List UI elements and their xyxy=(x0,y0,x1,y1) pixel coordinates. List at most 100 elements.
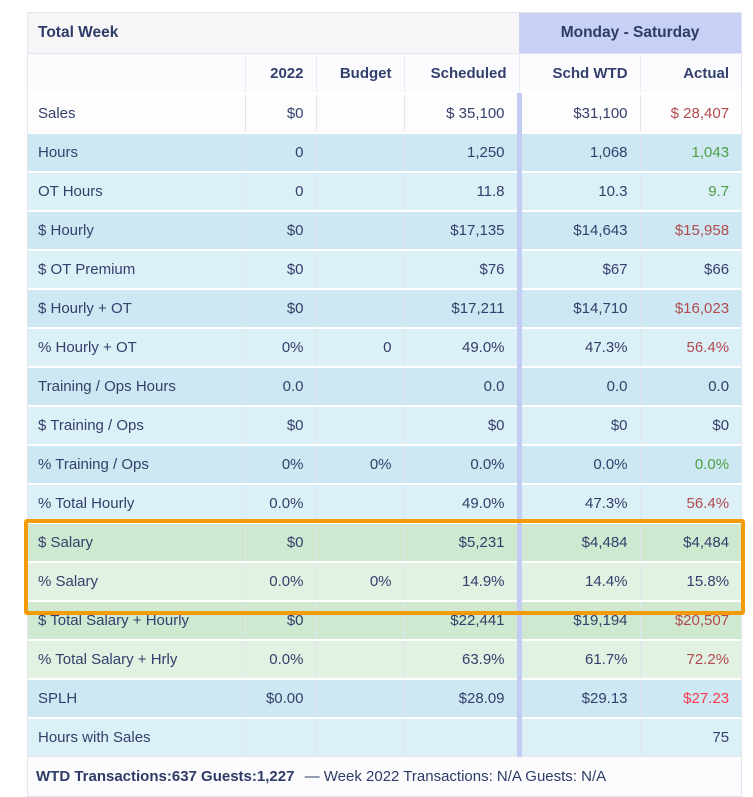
cell-2022: $0 xyxy=(244,522,316,562)
cell-label: Hours with Sales xyxy=(28,717,245,757)
cell-scheduled: $17,135 xyxy=(403,210,520,250)
cell-2022: $0 xyxy=(244,600,316,640)
cell-schd-wtd: 1,068 xyxy=(516,132,641,172)
cell-2022: 0.0% xyxy=(244,639,316,679)
cell-2022: $0 xyxy=(244,93,316,133)
cell-label: % Hourly + OT xyxy=(28,327,245,367)
cell-actual: 75 xyxy=(639,717,742,757)
weekly-labor-summary-table: Total Week Monday - Saturday 2022 Budget… xyxy=(24,12,745,797)
cell-schd-wtd: $31,100 xyxy=(516,93,641,133)
cell-scheduled: 0.0 xyxy=(403,366,520,406)
cell-label: Sales xyxy=(28,93,245,133)
cell-label: $ OT Premium xyxy=(28,249,245,289)
cell-scheduled: $17,211 xyxy=(403,288,520,328)
cell-budget xyxy=(315,366,404,406)
cell-scheduled: $ 35,100 xyxy=(403,93,520,133)
cell-2022: 0.0% xyxy=(244,561,316,601)
cell-schd-wtd: $29.13 xyxy=(516,678,641,718)
cell-scheduled: 49.0% xyxy=(403,327,520,367)
cell-actual: $16,023 xyxy=(639,288,742,328)
cell-schd-wtd: $4,484 xyxy=(516,522,641,562)
cell-actual: 56.4% xyxy=(639,483,742,523)
cell-actual: 72.2% xyxy=(639,639,742,679)
cell-actual: $4,484 xyxy=(639,522,742,562)
cell-actual: $27.23 xyxy=(639,678,742,718)
cell-label: $ Total Salary + Hourly xyxy=(28,600,245,640)
cell-label: % Total Salary + Hrly xyxy=(28,639,245,679)
cell-budget xyxy=(315,639,404,679)
monday-saturday-header: Monday - Saturday xyxy=(519,13,742,54)
cell-2022: 0.0% xyxy=(244,483,316,523)
cell-label: % Total Hourly xyxy=(28,483,245,523)
cell-budget: 0% xyxy=(315,561,404,601)
table-row: $ OT Premium $0 $76 $67 $66 xyxy=(28,249,742,289)
cell-schd-wtd: 14.4% xyxy=(516,561,641,601)
cell-2022: $0 xyxy=(244,288,316,328)
cell-budget xyxy=(315,717,404,757)
total-week-header: Total Week xyxy=(28,13,520,54)
cell-budget xyxy=(315,249,404,289)
cell-actual: 0.0 xyxy=(639,366,742,406)
cell-budget xyxy=(315,678,404,718)
cell-2022 xyxy=(244,717,316,757)
cell-2022: $0 xyxy=(244,405,316,445)
cell-schd-wtd: $0 xyxy=(516,405,641,445)
cell-actual: $20,507 xyxy=(639,600,742,640)
table-row: % Salary 0.0% 0% 14.9% 14.4% 15.8% xyxy=(28,561,742,601)
cell-scheduled: 63.9% xyxy=(403,639,520,679)
cell-scheduled: $0 xyxy=(403,405,520,445)
cell-actual: 0.0% xyxy=(639,444,742,484)
cell-2022: 0% xyxy=(244,444,316,484)
cell-budget xyxy=(315,93,404,133)
cell-label: $ Hourly + OT xyxy=(28,288,245,328)
cell-schd-wtd: 47.3% xyxy=(516,483,641,523)
cell-2022: $0 xyxy=(244,249,316,289)
col-header-actual: Actual xyxy=(639,53,742,95)
cell-actual: 56.4% xyxy=(639,327,742,367)
table-row: $ Training / Ops $0 $0 $0 $0 xyxy=(28,405,742,445)
cell-budget: 0 xyxy=(315,327,404,367)
cell-2022: 0.0 xyxy=(244,366,316,406)
cell-actual: $15,958 xyxy=(639,210,742,250)
cell-scheduled: $28.09 xyxy=(403,678,520,718)
cell-actual: $0 xyxy=(639,405,742,445)
cell-scheduled: $5,231 xyxy=(403,522,520,562)
table-row: % Hourly + OT 0% 0 49.0% 47.3% 56.4% xyxy=(28,327,742,367)
cell-scheduled: $22,441 xyxy=(403,600,520,640)
table-row: Hours with Sales 75 xyxy=(28,717,742,757)
cell-label: Training / Ops Hours xyxy=(28,366,245,406)
cell-label: Hours xyxy=(28,132,245,172)
table-row: $ Total Salary + Hourly $0 $22,441 $19,194 $… xyxy=(28,600,742,640)
cell-budget xyxy=(315,210,404,250)
cell-2022: 0% xyxy=(244,327,316,367)
week-2022-totals-text: — Week 2022 Transactions: N/A Guests: N/… xyxy=(304,768,607,785)
cell-schd-wtd: 0.0 xyxy=(516,366,641,406)
cell-label: % Training / Ops xyxy=(28,444,245,484)
table-title-row: Total Week Monday - Saturday xyxy=(28,13,742,54)
labor-table: Total Week Monday - Saturday 2022 Budget… xyxy=(28,13,742,796)
cell-schd-wtd: $19,194 xyxy=(516,600,641,640)
cell-label: $ Hourly xyxy=(28,210,245,250)
cell-scheduled: 49.0% xyxy=(403,483,520,523)
cell-actual: $66 xyxy=(639,249,742,289)
cell-scheduled xyxy=(403,717,520,757)
cell-schd-wtd xyxy=(516,717,641,757)
cell-2022: 0 xyxy=(244,132,316,172)
column-header-row: 2022 Budget Scheduled Schd WTD Actual xyxy=(28,53,742,95)
cell-schd-wtd: 0.0% xyxy=(516,444,641,484)
cell-actual: $ 28,407 xyxy=(639,93,742,133)
cell-schd-wtd: $67 xyxy=(516,249,641,289)
table-row: OT Hours 0 11.8 10.3 9.7 xyxy=(28,171,742,211)
cell-label: SPLH xyxy=(28,678,245,718)
cell-actual: 15.8% xyxy=(639,561,742,601)
cell-label: % Salary xyxy=(28,561,245,601)
table-row: % Total Salary + Hrly 0.0% 63.9% 61.7% 72.2% xyxy=(28,639,742,679)
cell-budget: 0% xyxy=(315,444,404,484)
table-row: Hours 0 1,250 1,068 1,043 xyxy=(28,132,742,172)
cell-budget xyxy=(315,171,404,211)
cell-label: $ Training / Ops xyxy=(28,405,245,445)
cell-budget xyxy=(315,522,404,562)
table-row: SPLH $0.00 $28.09 $29.13 $27.23 xyxy=(28,678,742,718)
cell-budget xyxy=(315,405,404,445)
totals-footer-row: WTD Transactions:637 Guests:1,227 — Week… xyxy=(28,756,742,796)
